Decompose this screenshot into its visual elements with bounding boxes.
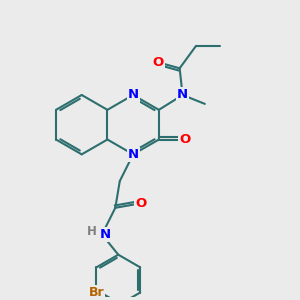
- Text: O: O: [135, 197, 146, 210]
- Text: N: N: [128, 148, 139, 161]
- Text: Br: Br: [88, 286, 104, 299]
- Text: H: H: [87, 225, 97, 238]
- Text: N: N: [128, 88, 139, 101]
- Text: N: N: [99, 228, 110, 241]
- Text: N: N: [177, 88, 188, 101]
- Text: O: O: [153, 56, 164, 69]
- Text: O: O: [179, 133, 191, 146]
